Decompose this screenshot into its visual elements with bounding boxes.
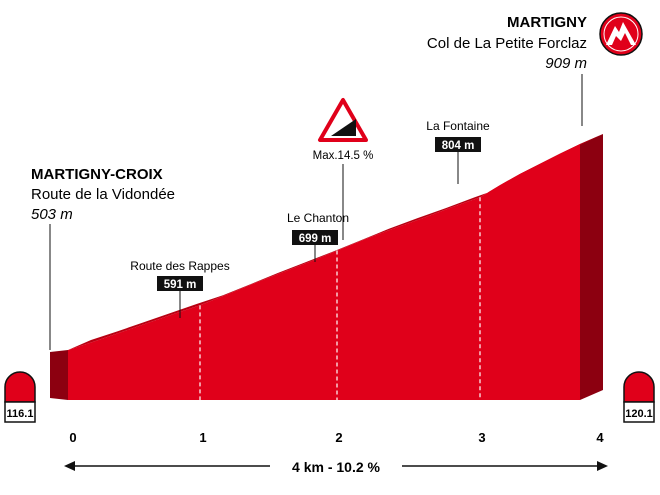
start-altitude: 503 m: [31, 206, 73, 223]
km-tick-4: 4: [596, 430, 604, 445]
km-tick-0: 0: [69, 430, 76, 445]
waypoint-altitude-badge-2: [292, 230, 338, 245]
waypoint-altitude-2: 699 m: [299, 233, 332, 245]
km-tick-3: 3: [478, 430, 485, 445]
start-km-marker-label: 116.1: [7, 408, 34, 420]
gradient-label-4: 10.5 %: [526, 403, 567, 418]
profile-side-face: [580, 134, 603, 400]
mountain-summit-icon: [599, 12, 643, 56]
steep-gradient-label: Max.14.5 %: [313, 150, 374, 162]
gradient-label-2: 10.8 %: [250, 403, 291, 418]
waypoint-altitude-3: 804 m: [442, 140, 475, 152]
finish-km-marker-label: 120.1: [625, 408, 653, 420]
waypoint-altitude-badge-1: [157, 276, 203, 291]
waypoint-name-2: Le Chanton: [287, 211, 349, 225]
start-km-marker: 116.1: [4, 371, 36, 423]
profile-front-face: [68, 144, 580, 400]
waypoint-name-1: Route des Rappes: [130, 259, 229, 273]
waypoint-altitude-1: 591 m: [164, 279, 197, 291]
summary-label: 4 km - 10.2 %: [292, 459, 380, 475]
steep-gradient-warning-icon: [318, 98, 368, 142]
profile-start-face: [50, 350, 68, 400]
gradient-label-1: 8.8 %: [116, 403, 150, 418]
finish-sublabel: Col de La Petite Forclaz: [427, 35, 587, 52]
waypoint-name-3: La Fontaine: [426, 119, 490, 133]
finish-km-marker: 120.1: [623, 371, 655, 423]
km-tick-2: 2: [335, 430, 342, 445]
km-dividers: [199, 197, 481, 400]
start-sublabel: Route de la Vidondée: [31, 186, 175, 203]
finish-altitude: 909 m: [545, 55, 587, 72]
finish-name: MARTIGNY: [507, 14, 587, 31]
start-name: MARTIGNY-CROIX: [31, 166, 163, 183]
waypoint-altitude-badge-3: [435, 137, 481, 152]
gradient-label-3: 10.5 %: [390, 403, 431, 418]
km-tick-1: 1: [199, 430, 206, 445]
